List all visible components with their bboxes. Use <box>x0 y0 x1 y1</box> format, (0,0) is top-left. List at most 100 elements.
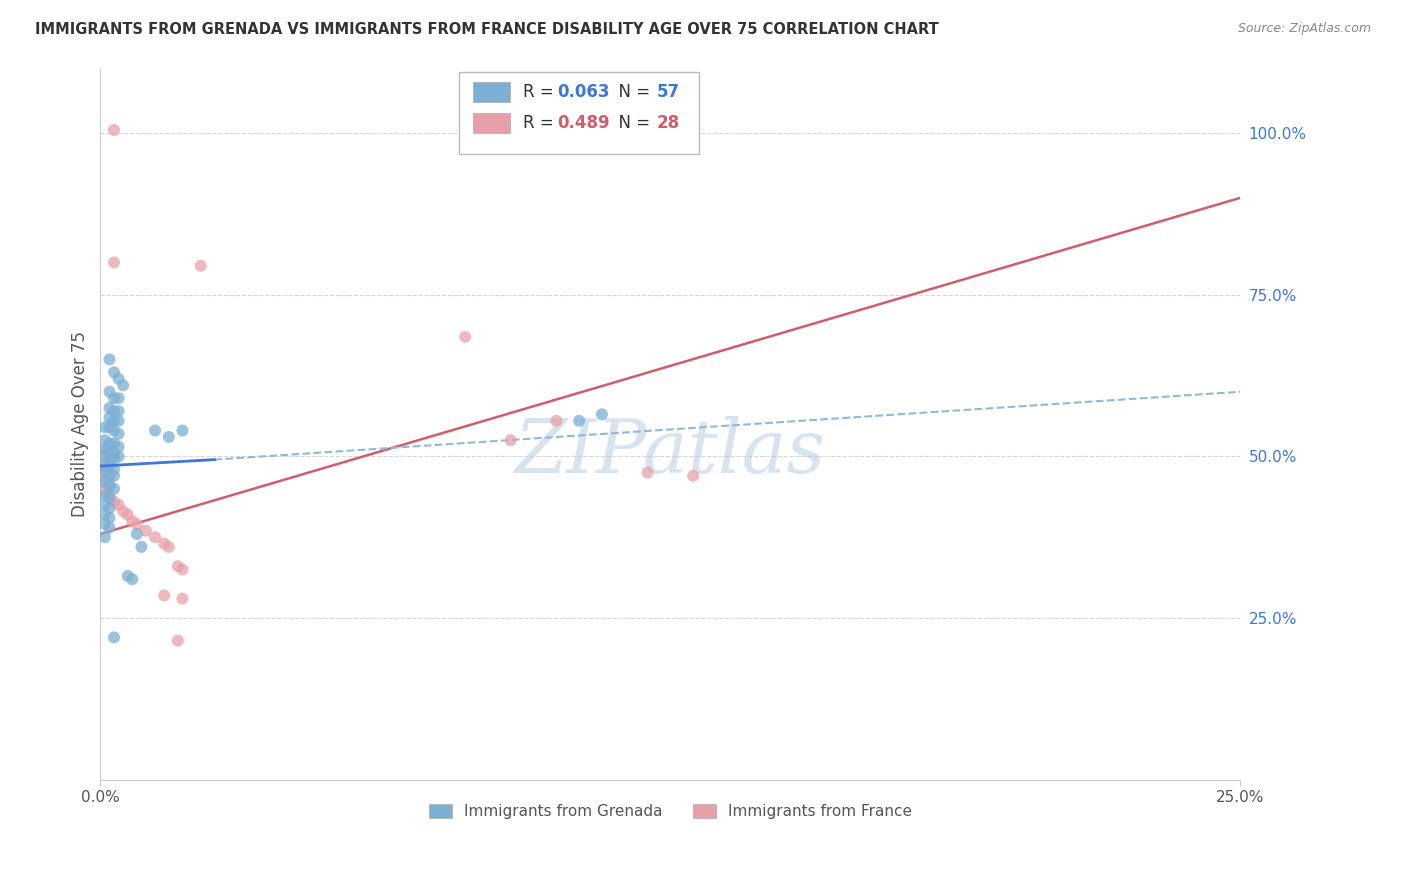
Point <box>121 514 143 528</box>
Point <box>94 459 117 474</box>
Point <box>499 434 522 448</box>
Point <box>107 372 129 386</box>
Point <box>103 482 125 496</box>
Text: 57: 57 <box>657 83 679 101</box>
Point <box>107 404 129 418</box>
Point <box>94 488 117 502</box>
Point <box>103 391 125 405</box>
Point <box>454 330 477 344</box>
Point <box>94 475 117 490</box>
Point <box>107 426 129 441</box>
Point <box>117 508 139 522</box>
Point <box>94 475 117 490</box>
Text: 0.489: 0.489 <box>557 114 610 132</box>
Point <box>107 498 129 512</box>
Point <box>94 442 117 457</box>
Text: 0.063: 0.063 <box>557 83 610 101</box>
Point <box>112 504 135 518</box>
Point <box>157 540 180 554</box>
Text: N =: N = <box>607 114 655 132</box>
Text: N =: N = <box>607 83 655 101</box>
Point <box>637 466 659 480</box>
Point <box>98 436 121 450</box>
Point <box>98 488 121 502</box>
Point <box>94 508 117 522</box>
Point <box>103 631 125 645</box>
Point <box>98 501 121 516</box>
Point <box>190 259 212 273</box>
Point <box>121 572 143 586</box>
Point <box>172 591 194 606</box>
Point <box>117 569 139 583</box>
Point <box>98 491 121 506</box>
Point <box>94 466 117 480</box>
Point <box>131 540 153 554</box>
Point <box>107 440 129 454</box>
Point <box>98 446 121 460</box>
Point <box>682 468 704 483</box>
Point <box>172 562 194 576</box>
Point <box>167 633 190 648</box>
Point <box>172 424 194 438</box>
Point <box>98 459 121 474</box>
Point <box>125 527 148 541</box>
Point <box>94 450 117 464</box>
Point <box>98 452 121 467</box>
Legend: Immigrants from Grenada, Immigrants from France: Immigrants from Grenada, Immigrants from… <box>423 798 918 825</box>
Bar <box>472 82 509 102</box>
Point <box>98 478 121 492</box>
FancyBboxPatch shape <box>460 72 699 153</box>
Point <box>98 401 121 415</box>
Point <box>98 352 121 367</box>
Point <box>94 442 117 457</box>
Point <box>107 391 129 405</box>
Point <box>135 524 157 538</box>
Point <box>94 466 117 480</box>
Point <box>98 384 121 399</box>
Point <box>103 424 125 438</box>
Point <box>103 494 125 508</box>
Point <box>94 517 117 532</box>
Point <box>153 536 176 550</box>
Point <box>98 520 121 534</box>
Point <box>103 462 125 476</box>
Point <box>112 378 135 392</box>
Point <box>98 510 121 524</box>
Point <box>568 414 591 428</box>
Point <box>153 588 176 602</box>
Point <box>107 450 129 464</box>
Text: Source: ZipAtlas.com: Source: ZipAtlas.com <box>1237 22 1371 36</box>
Point <box>103 468 125 483</box>
Point <box>103 414 125 428</box>
Point <box>143 424 166 438</box>
Point <box>103 365 125 379</box>
Point <box>103 452 125 467</box>
Point <box>94 485 117 500</box>
Point <box>98 420 121 434</box>
Point <box>98 459 121 474</box>
Point <box>94 530 117 544</box>
Point <box>98 446 121 460</box>
Text: 28: 28 <box>657 114 679 132</box>
Point <box>546 414 568 428</box>
Point <box>98 410 121 425</box>
Point <box>107 414 129 428</box>
Point <box>125 517 148 532</box>
Point <box>143 530 166 544</box>
Point <box>157 430 180 444</box>
Text: IMMIGRANTS FROM GRENADA VS IMMIGRANTS FROM FRANCE DISABILITY AGE OVER 75 CORRELA: IMMIGRANTS FROM GRENADA VS IMMIGRANTS FR… <box>35 22 939 37</box>
Point <box>591 408 613 422</box>
Text: R =: R = <box>523 114 560 132</box>
Bar <box>472 113 509 133</box>
Point <box>94 456 117 470</box>
Point <box>98 468 121 483</box>
Point <box>167 559 190 574</box>
Y-axis label: Disability Age Over 75: Disability Age Over 75 <box>72 331 89 517</box>
Point <box>103 404 125 418</box>
Text: R =: R = <box>523 83 560 101</box>
Point <box>103 436 125 450</box>
Point <box>94 434 117 448</box>
Point <box>98 468 121 483</box>
Point <box>103 450 125 464</box>
Point <box>94 420 117 434</box>
